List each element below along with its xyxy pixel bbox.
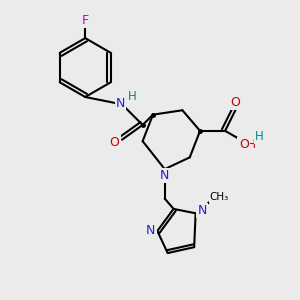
Text: H: H <box>128 90 137 103</box>
Text: OH: OH <box>238 138 256 151</box>
Text: N: N <box>146 224 156 238</box>
Text: O: O <box>239 139 249 152</box>
Text: O: O <box>230 96 240 110</box>
Text: O: O <box>110 136 120 149</box>
Text: CH₃: CH₃ <box>210 192 229 202</box>
Text: N: N <box>160 169 169 182</box>
Text: F: F <box>82 14 89 27</box>
Text: H: H <box>255 130 263 143</box>
Text: N: N <box>116 97 125 110</box>
Text: N: N <box>197 204 207 217</box>
